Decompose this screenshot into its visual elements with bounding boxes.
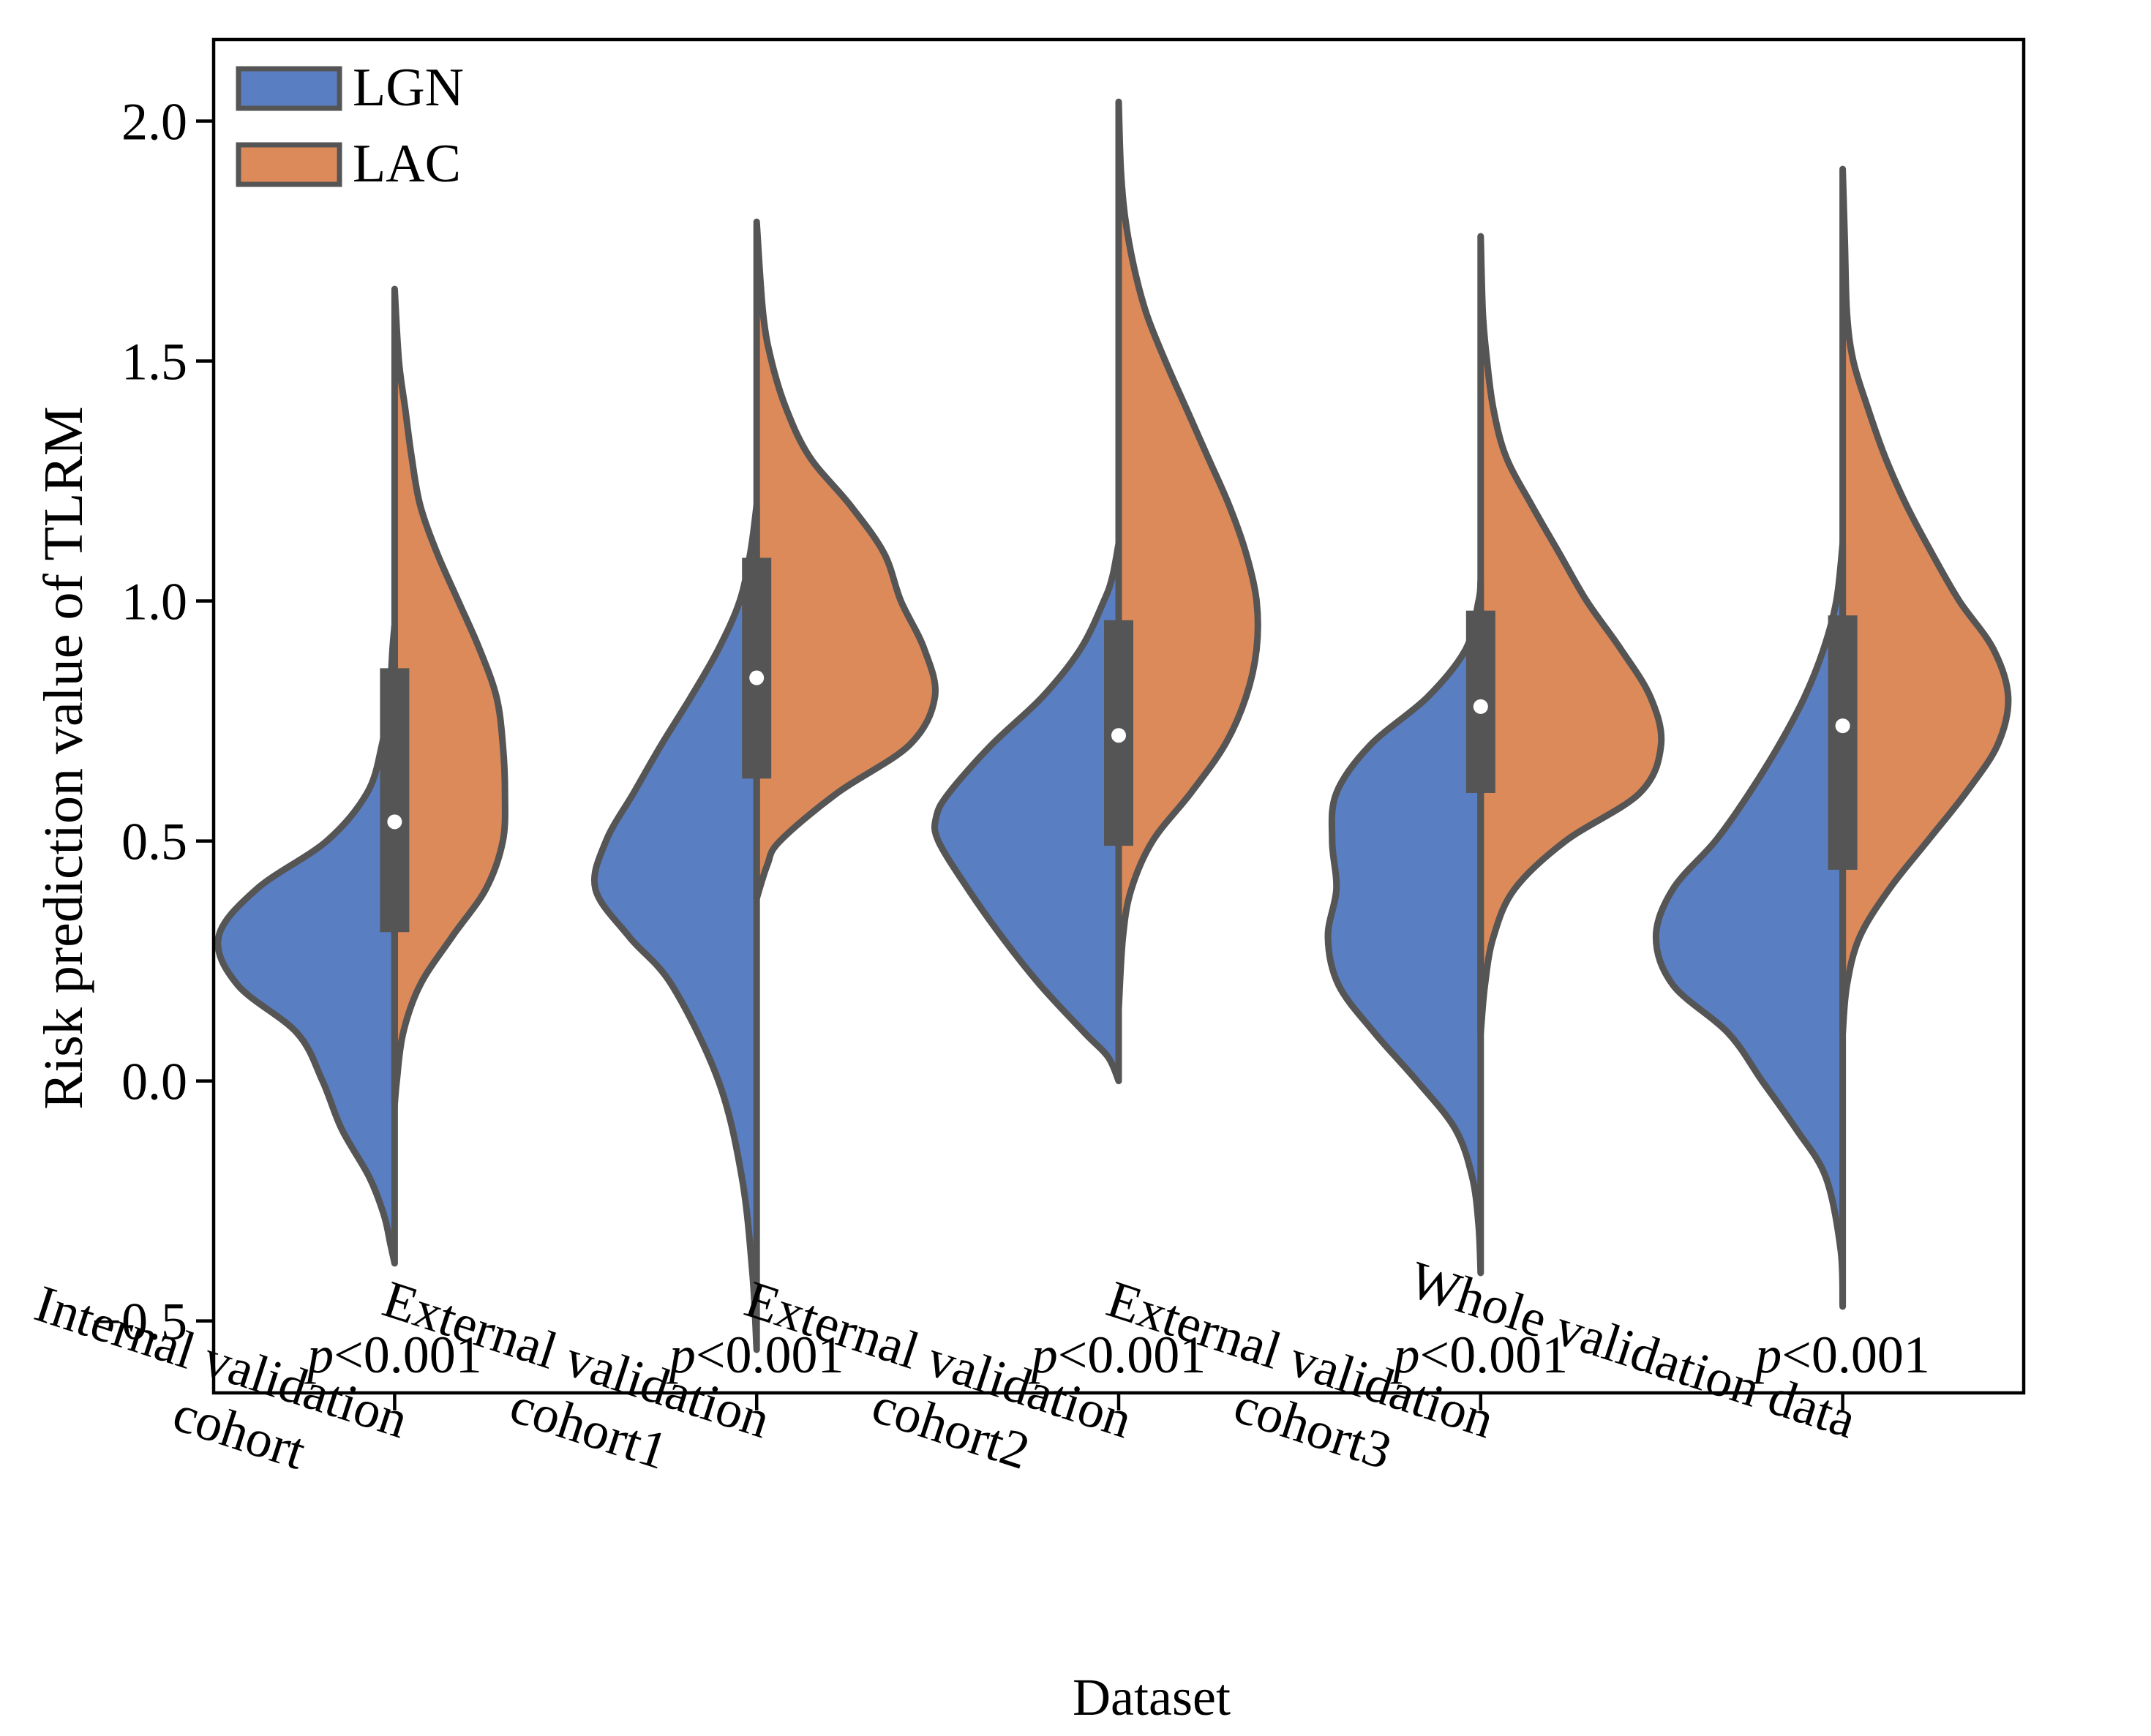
y-tick-label-4: 1.5 bbox=[121, 333, 187, 391]
legend-label-lgn: LGN bbox=[353, 58, 464, 118]
violin-lgn-2 bbox=[590, 501, 760, 1353]
box-iqr-1 bbox=[380, 668, 410, 933]
violin-lgn-4 bbox=[1324, 578, 1484, 1277]
violin-lgn-3 bbox=[931, 540, 1122, 1085]
median-point-3 bbox=[1111, 728, 1126, 743]
p-value-label-4: p<0.001 bbox=[1389, 1326, 1568, 1384]
p-value-label-1: p<0.001 bbox=[304, 1326, 482, 1384]
y-tick-label-2: 0.5 bbox=[121, 813, 187, 871]
median-point-1 bbox=[387, 814, 402, 830]
violin-lac-1 bbox=[391, 285, 508, 1108]
y-tick-label-0: −0.5 bbox=[91, 1293, 187, 1351]
p-value-label-5: p<0.001 bbox=[1752, 1326, 1930, 1384]
box-layer bbox=[380, 505, 1858, 1100]
legend: LGN LAC bbox=[236, 58, 464, 194]
y-axis: −0.5 0.0 0.5 1.0 1.5 2.0 bbox=[91, 93, 214, 1351]
violin-lac-4 bbox=[1477, 233, 1665, 1037]
violin-lgn-1 bbox=[214, 621, 398, 1267]
median-point-5 bbox=[1835, 718, 1850, 734]
legend-label-lac: LAC bbox=[353, 134, 461, 194]
violin-lgn-5 bbox=[1652, 540, 1847, 1310]
p-value-label-2: p<0.001 bbox=[666, 1326, 844, 1384]
violin-layer bbox=[214, 98, 2012, 1353]
legend-swatch-lgn bbox=[236, 66, 342, 111]
median-point-4 bbox=[1473, 699, 1488, 714]
violin-lac-2 bbox=[753, 218, 939, 902]
y-tick-label-5: 2.0 bbox=[121, 93, 187, 151]
violin-lac-3 bbox=[1115, 98, 1261, 1012]
p-value-annotations: p<0.001 p<0.001 p<0.001 p<0.001 p<0.001 bbox=[304, 1326, 1930, 1384]
legend-swatch-lac bbox=[236, 142, 342, 187]
box-iqr-5 bbox=[1828, 615, 1858, 870]
x-axis-label: Dataset bbox=[1073, 1668, 1231, 1726]
y-axis-label: Risk prediction value of TLRM bbox=[33, 406, 94, 1109]
y-tick-label-3: 1.0 bbox=[121, 573, 187, 631]
y-tick-label-1: 0.0 bbox=[121, 1053, 187, 1111]
box-iqr-2 bbox=[742, 557, 772, 779]
violin-lac-5 bbox=[1839, 165, 2012, 1037]
median-point-2 bbox=[749, 670, 765, 685]
p-value-label-3: p<0.001 bbox=[1028, 1326, 1206, 1384]
